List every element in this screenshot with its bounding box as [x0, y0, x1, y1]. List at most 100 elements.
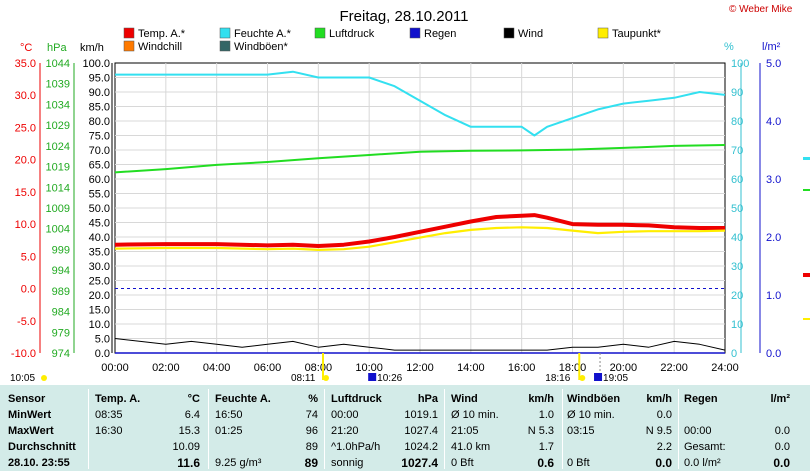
pressure-tick-label: 984 [52, 307, 70, 319]
header-rain: Regen [684, 393, 718, 405]
pressure-tick-label: 1034 [46, 99, 70, 111]
legend-label: Taupunkt* [612, 28, 662, 40]
wind-min-label: Ø 10 min. [451, 409, 499, 421]
wind-tick-label: 60.0 [89, 174, 110, 186]
header-sensor: Sensor [8, 393, 46, 405]
temp-max-time: 16:30 [95, 425, 123, 437]
header-gust-unit: km/h [646, 393, 672, 405]
legend-label: Wind [518, 28, 543, 40]
rain-tick-label: 3.0 [766, 174, 781, 186]
wind-tick-label: 90.0 [89, 87, 110, 99]
temp-tick-label: 25.0 [15, 122, 36, 134]
sunset-label: 18:16 [545, 373, 570, 384]
hum-min-time: 16:50 [215, 409, 243, 421]
x-tick-label: 24:00 [711, 362, 739, 374]
wind-tick-label: 95.0 [89, 73, 110, 85]
series-wind [114, 338, 726, 351]
brand-label: © Weber Mike [729, 4, 793, 15]
wind-max-time: 21:05 [451, 425, 479, 437]
rain-max-val: 0.0 [774, 425, 790, 437]
rain-max-time: 00:00 [684, 425, 712, 437]
hum-abs: 9.25 g/m³ [215, 457, 262, 469]
series-taupunkt [114, 226, 726, 251]
x-tick-label: 12:00 [406, 362, 434, 374]
humidity-unit-label: % [724, 41, 734, 53]
wind-unit-label: km/h [80, 42, 104, 54]
header-pressure-unit: hPa [417, 393, 438, 405]
press-min-val: 1019.1 [404, 409, 438, 421]
row-label-current: 28.10. 23:55 [8, 457, 70, 469]
press-max-val: 1027.4 [404, 425, 438, 437]
pressure-tick-label: 979 [52, 327, 70, 339]
wind-tick-label: 65.0 [89, 160, 110, 172]
temp-current-val: 11.6 [177, 456, 200, 470]
gust-min-val: 0.0 [656, 409, 672, 421]
wind-max-val: N 5.3 [527, 425, 554, 437]
cropped-series-cyan [803, 157, 810, 160]
wind-avg-val: 1.7 [538, 441, 554, 453]
chart-title: Freitag, 28.10.2011 [340, 8, 469, 25]
legend-swatch [123, 27, 135, 39]
hum-min-val: 74 [305, 409, 318, 421]
gust-bft: 0 Bft [567, 457, 590, 469]
wind-min-val: 1.0 [538, 409, 554, 421]
x-tick-label: 14:00 [457, 362, 485, 374]
moon-icon [368, 373, 377, 381]
day-start-label: 10:05 [10, 373, 35, 384]
row-label-min: MinWert [8, 409, 52, 421]
x-tick-label: 08:00 [305, 362, 333, 374]
temp-tick-label: 10.0 [15, 219, 36, 231]
x-tick-label: 06:00 [254, 362, 282, 374]
header-rain-unit: l/m² [770, 393, 790, 405]
x-tick-label: 22:00 [660, 362, 688, 374]
humidity-tick-label: 100 [731, 58, 749, 70]
legend-swatch [219, 27, 231, 39]
press-forecast: sonnig [331, 457, 364, 469]
temp-tick-label: 0.0 [21, 284, 36, 296]
pressure-tick-label: 974 [52, 348, 70, 360]
legend-swatch [409, 27, 421, 39]
legend-swatch [123, 40, 135, 52]
header-pressure: Luftdruck [331, 393, 382, 405]
rain-tick-label: 0.0 [766, 348, 781, 360]
rain-tick-label: 1.0 [766, 290, 781, 302]
humidity-tick-label: 80 [731, 116, 743, 128]
temp-min-time: 08:35 [95, 409, 123, 421]
wind-tick-label: 70.0 [89, 145, 110, 157]
temp-max-val: 15.3 [178, 425, 200, 437]
moonrise-label: 10:26 [377, 373, 402, 384]
temp-tick-label: -5.0 [17, 316, 36, 328]
pressure-tick-label: 989 [52, 286, 70, 298]
wind-tick-label: 15.0 [89, 305, 110, 317]
moonset-label: 19:05 [603, 373, 628, 384]
humidity-tick-label: 60 [731, 174, 743, 186]
wind-tick-label: 5.0 [95, 334, 110, 346]
hum-current-val: 89 [304, 456, 318, 470]
cropped-series-yellow [803, 318, 810, 320]
legend-swatch [314, 27, 326, 39]
cropped-series-red [803, 273, 810, 277]
legend-label: Windchill [138, 41, 182, 53]
legend-swatch [219, 40, 231, 52]
sun-icon [579, 375, 586, 381]
temp-tick-label: 20.0 [15, 155, 36, 167]
rain-current-label: 0.0 l/m² [684, 457, 721, 469]
header-gust: Windböen [567, 393, 621, 405]
legend-swatch [503, 27, 515, 39]
pressure-tick-label: 1039 [46, 79, 70, 91]
row-label-max: MaxWert [8, 425, 54, 437]
wind-tick-label: 55.0 [89, 189, 110, 201]
temp-tick-label: 15.0 [15, 187, 36, 199]
hum-max-val: 96 [305, 425, 318, 437]
series-temp-a [114, 213, 725, 248]
sun-icon [41, 375, 47, 381]
header-temp-unit: °C [187, 393, 200, 405]
pressure-tick-label: 994 [52, 265, 70, 277]
humidity-tick-label: 30 [731, 261, 743, 273]
legend-swatch [597, 27, 609, 39]
pressure-tick-label: 999 [52, 244, 70, 256]
sun-icon [322, 375, 329, 381]
press-avg-val: 1024.2 [404, 441, 438, 453]
moon-icon [594, 373, 603, 381]
humidity-tick-label: 90 [731, 87, 743, 99]
